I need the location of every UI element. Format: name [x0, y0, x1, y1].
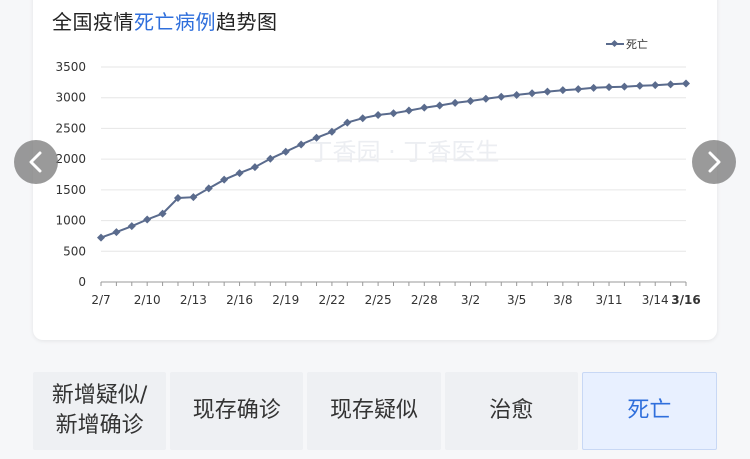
- data-point[interactable]: [250, 163, 259, 172]
- watermark: 丁香园 · 丁香医生: [309, 138, 500, 166]
- data-point[interactable]: [589, 83, 598, 92]
- death-trend-chart: 丁香园 · 丁香医生 0500100015002000250030003500 …: [55, 60, 700, 307]
- data-point[interactable]: [635, 81, 644, 90]
- data-point[interactable]: [173, 193, 182, 202]
- data-point[interactable]: [374, 111, 383, 120]
- chevron-right-icon: [708, 151, 721, 173]
- x-axis-ticks: 2/7 2/10 2/13 2/16 2/19 2/22 2/25 2/28 3/2 3/5 3/8…: [91, 293, 700, 307]
- data-point[interactable]: [481, 94, 490, 103]
- data-point[interactable]: [343, 118, 352, 127]
- y-tick-label: 0: [78, 275, 86, 289]
- data-point[interactable]: [327, 127, 336, 136]
- x-tick-label: 2/25: [365, 293, 392, 307]
- data-point[interactable]: [204, 184, 213, 193]
- data-point[interactable]: [404, 106, 413, 115]
- x-tick-label: 2/22: [318, 293, 345, 307]
- data-point[interactable]: [451, 98, 460, 107]
- data-point[interactable]: [358, 114, 367, 123]
- title-highlight: 死亡病例: [134, 10, 216, 34]
- data-point[interactable]: [435, 101, 444, 110]
- x-tick-label: 2/10: [134, 293, 161, 307]
- data-point[interactable]: [466, 97, 475, 106]
- chart-title: 全国疫情死亡病例趋势图: [52, 6, 278, 35]
- x-tick-label: 2/28: [411, 293, 438, 307]
- x-tick-label: 2/19: [272, 293, 299, 307]
- prev-slide-button[interactable]: [14, 140, 58, 184]
- data-point[interactable]: [651, 81, 660, 90]
- data-point[interactable]: [512, 90, 521, 99]
- tab-label: 死亡: [627, 398, 672, 424]
- data-point[interactable]: [605, 83, 614, 92]
- legend-label: 死亡: [626, 38, 648, 51]
- tab-label: 现存疑似: [330, 398, 419, 424]
- data-point[interactable]: [158, 209, 167, 218]
- tab-4[interactable]: 死亡: [581, 372, 718, 450]
- tab-label: 治愈: [489, 398, 534, 424]
- data-point[interactable]: [189, 193, 198, 202]
- data-point[interactable]: [281, 147, 290, 156]
- next-slide-button[interactable]: [692, 140, 736, 184]
- data-point[interactable]: [297, 140, 306, 149]
- series-markers: [97, 79, 690, 242]
- chevron-left-icon: [29, 151, 42, 173]
- data-point[interactable]: [666, 80, 675, 89]
- y-tick-label: 1000: [55, 214, 86, 228]
- legend-marker: [606, 43, 624, 45]
- data-point[interactable]: [312, 133, 321, 142]
- tab-1[interactable]: 现存确诊: [170, 372, 304, 450]
- y-tick-label: 1500: [55, 183, 86, 197]
- x-tick-label: 2/16: [226, 293, 253, 307]
- y-tick-label: 2000: [55, 152, 86, 166]
- data-point[interactable]: [220, 175, 229, 184]
- y-tick-label: 3500: [55, 60, 86, 74]
- grid-lines: [100, 66, 687, 286]
- y-tick-label: 500: [63, 244, 86, 258]
- tab-3[interactable]: 治愈: [444, 372, 578, 450]
- data-point[interactable]: [620, 82, 629, 91]
- title-prefix: 全国疫情: [52, 10, 134, 34]
- data-point[interactable]: [97, 233, 105, 242]
- tab-0[interactable]: 新增疑似/ 新增确诊: [33, 372, 167, 450]
- data-point[interactable]: [112, 228, 121, 237]
- x-tick-label: 3/11: [596, 293, 623, 307]
- data-point[interactable]: [528, 89, 537, 98]
- data-point[interactable]: [266, 154, 275, 163]
- data-point[interactable]: [235, 169, 244, 178]
- title-suffix: 趋势图: [216, 10, 278, 34]
- y-axis-ticks: 0 500 1000 1500 2000 2500 3000 3500: [55, 60, 86, 289]
- data-point[interactable]: [420, 103, 429, 112]
- chart-type-tabs: 新增疑似/ 新增确诊 现存确诊 现存疑似 治愈 死亡: [33, 372, 718, 450]
- data-point[interactable]: [574, 85, 583, 94]
- tab-label: 新增疑似/ 新增确诊: [51, 383, 148, 438]
- x-tick-label: 3/5: [507, 293, 526, 307]
- x-tick-label: 2/13: [180, 293, 207, 307]
- data-point[interactable]: [543, 87, 552, 96]
- data-point[interactable]: [127, 222, 136, 231]
- x-tick-label: 3/8: [553, 293, 572, 307]
- x-tick-label: 3/16: [671, 293, 700, 307]
- data-point[interactable]: [558, 86, 567, 95]
- data-point[interactable]: [389, 109, 398, 118]
- x-tick-label: 3/2: [461, 293, 480, 307]
- x-tick-label: 3/14: [642, 293, 669, 307]
- data-point[interactable]: [143, 215, 152, 224]
- tab-label: 现存确诊: [192, 398, 281, 424]
- y-tick-label: 2500: [55, 121, 86, 135]
- data-point[interactable]: [497, 92, 506, 101]
- y-tick-label: 3000: [55, 91, 86, 105]
- chart-legend[interactable]: 死亡: [606, 36, 648, 52]
- x-tick-label: 2/7: [91, 293, 110, 307]
- tab-2[interactable]: 现存疑似: [307, 372, 441, 450]
- data-point[interactable]: [682, 79, 690, 88]
